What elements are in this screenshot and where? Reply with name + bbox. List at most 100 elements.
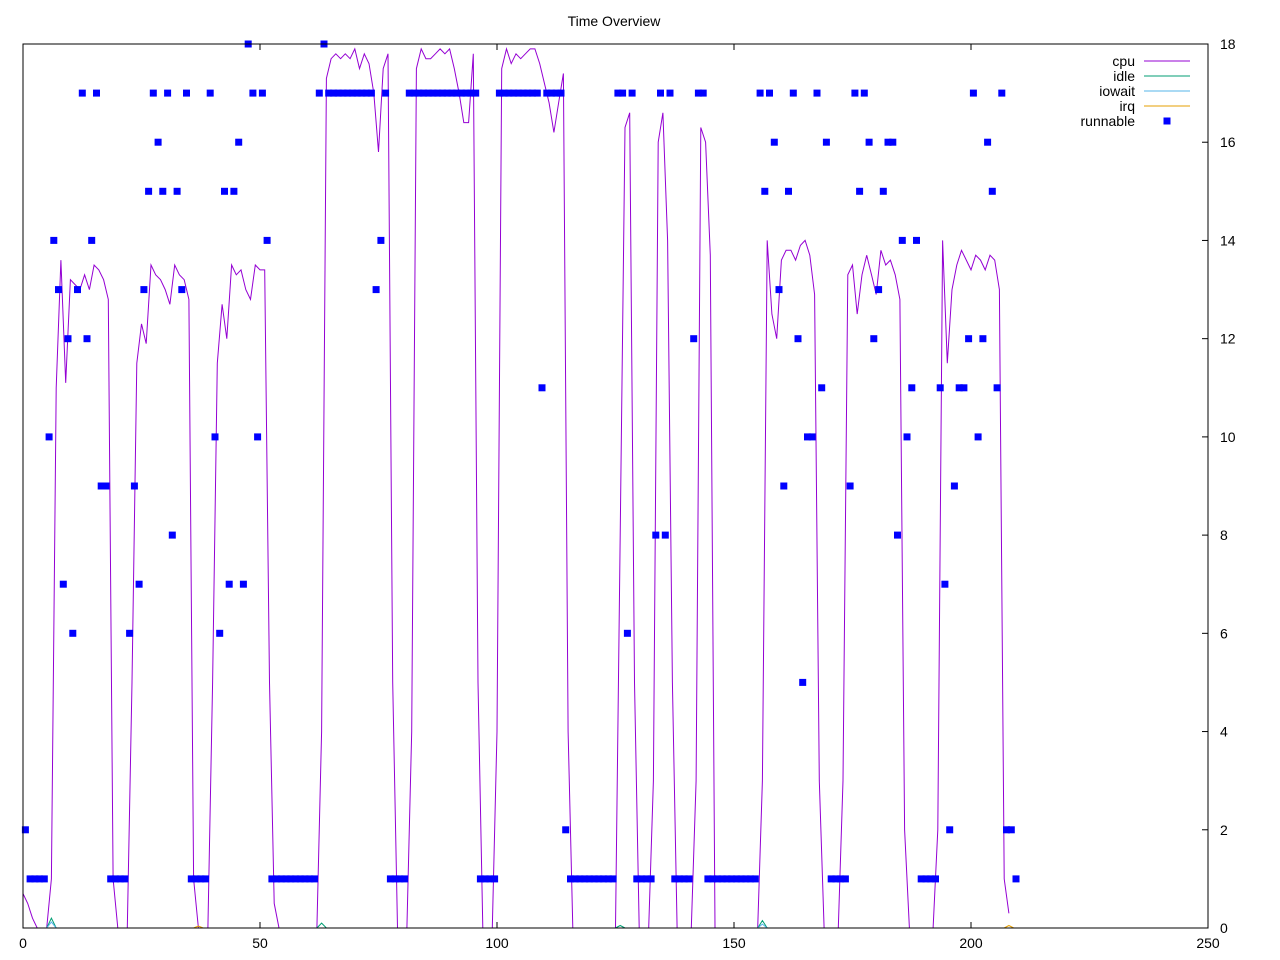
data-point-runnable (64, 335, 72, 343)
data-point-runnable (59, 580, 67, 588)
data-point-runnable (870, 335, 878, 343)
y-tick-label: 2 (1220, 822, 1228, 838)
data-point-runnable (206, 89, 214, 97)
data-point-runnable (296, 875, 304, 883)
series-line-cpu (22, 47, 1010, 929)
data-point-runnable (979, 335, 987, 343)
x-tick-label: 50 (252, 935, 268, 951)
data-point-runnable (334, 89, 342, 97)
data-point-runnable (628, 89, 636, 97)
data-point-runnable (249, 89, 257, 97)
data-point-runnable (178, 286, 186, 294)
data-point-runnable (315, 89, 323, 97)
data-point-runnable (26, 875, 34, 883)
data-point-runnable (818, 384, 826, 392)
data-point-runnable (116, 875, 124, 883)
data-point-runnable (908, 384, 916, 392)
data-point-runnable (45, 433, 53, 441)
data-point-runnable (988, 187, 996, 195)
data-point-runnable (950, 482, 958, 490)
data-point-runnable (808, 433, 816, 441)
y-tick-label: 12 (1220, 331, 1236, 347)
data-point-runnable (690, 335, 698, 343)
data-point-runnable (799, 678, 807, 686)
data-point-runnable (728, 875, 736, 883)
data-point-runnable (197, 875, 205, 883)
data-point-runnable (894, 531, 901, 539)
data-point-runnable (273, 875, 281, 883)
data-point-runnable (614, 89, 622, 97)
data-point-runnable (837, 875, 845, 883)
data-point-runnable (121, 875, 129, 883)
data-point-runnable (576, 875, 584, 883)
data-point-runnable (476, 875, 484, 883)
data-point-runnable (159, 187, 167, 195)
data-point-runnable (875, 286, 883, 294)
data-point-runnable (932, 875, 939, 883)
data-point-runnable (495, 89, 503, 97)
y-tick-label: 16 (1220, 134, 1236, 150)
data-point-runnable (974, 433, 982, 441)
data-point-runnable (135, 580, 143, 588)
data-point-runnable (348, 89, 356, 97)
y-tick-label: 0 (1220, 920, 1228, 936)
data-point-runnable (401, 875, 409, 883)
data-point-runnable (277, 875, 285, 883)
data-point-runnable (827, 875, 835, 883)
data-point-runnable (202, 875, 209, 883)
data-point-runnable (434, 89, 442, 97)
data-point-runnable (984, 138, 992, 146)
data-point-runnable (448, 89, 456, 97)
data-point-runnable (619, 89, 627, 97)
x-tick-label: 100 (485, 935, 509, 951)
legend-entry-iowait: iowait (1099, 83, 1190, 99)
data-point-runnable (676, 875, 683, 883)
data-point-runnable (993, 384, 1001, 392)
data-point-runnable (325, 89, 333, 97)
data-point-runnable (382, 89, 390, 97)
legend-entry-irq: irq (1119, 98, 1190, 114)
data-point-runnable (723, 875, 731, 883)
data-point-runnable (282, 875, 290, 883)
data-point-runnable (685, 875, 693, 883)
data-point-runnable (775, 286, 783, 294)
data-point-runnable (538, 384, 546, 392)
data-point-runnable (40, 875, 48, 883)
data-point-runnable (83, 335, 91, 343)
data-point-runnable (751, 875, 759, 883)
data-point-runnable (998, 89, 1006, 97)
data-point-runnable (865, 138, 873, 146)
data-point-runnable (377, 236, 385, 244)
data-point-runnable (965, 335, 973, 343)
data-point-runnable (462, 89, 470, 97)
data-point-runnable (898, 236, 906, 244)
data-point-runnable (287, 875, 295, 883)
y-axis: 0 2 4 6 8 10 12 14 16 18 (1202, 36, 1236, 936)
data-point-runnable (804, 433, 811, 441)
data-point-runnable (638, 875, 646, 883)
data-point-runnable (363, 89, 371, 97)
data-point-runnable (31, 875, 39, 883)
data-point-runnable (36, 875, 44, 883)
data-point-runnable (789, 89, 797, 97)
data-point-runnable (524, 89, 532, 97)
data-point-runnable (268, 875, 276, 883)
data-point-runnable (505, 89, 513, 97)
data-point-runnable (903, 433, 911, 441)
data-point-runnable (367, 89, 375, 97)
data-point-runnable (552, 89, 560, 97)
data-point-runnable (216, 629, 224, 637)
x-tick-label: 0 (19, 935, 27, 951)
y-tick-label: 18 (1220, 36, 1236, 52)
data-point-runnable (514, 89, 522, 97)
data-point-runnable (168, 531, 176, 539)
data-point-runnable (457, 89, 465, 97)
data-point-runnable (391, 875, 399, 883)
data-point-runnable (386, 875, 394, 883)
data-point-runnable (292, 875, 300, 883)
data-point-runnable (102, 482, 110, 490)
data-point-runnable (140, 286, 148, 294)
data-point-runnable (704, 875, 712, 883)
